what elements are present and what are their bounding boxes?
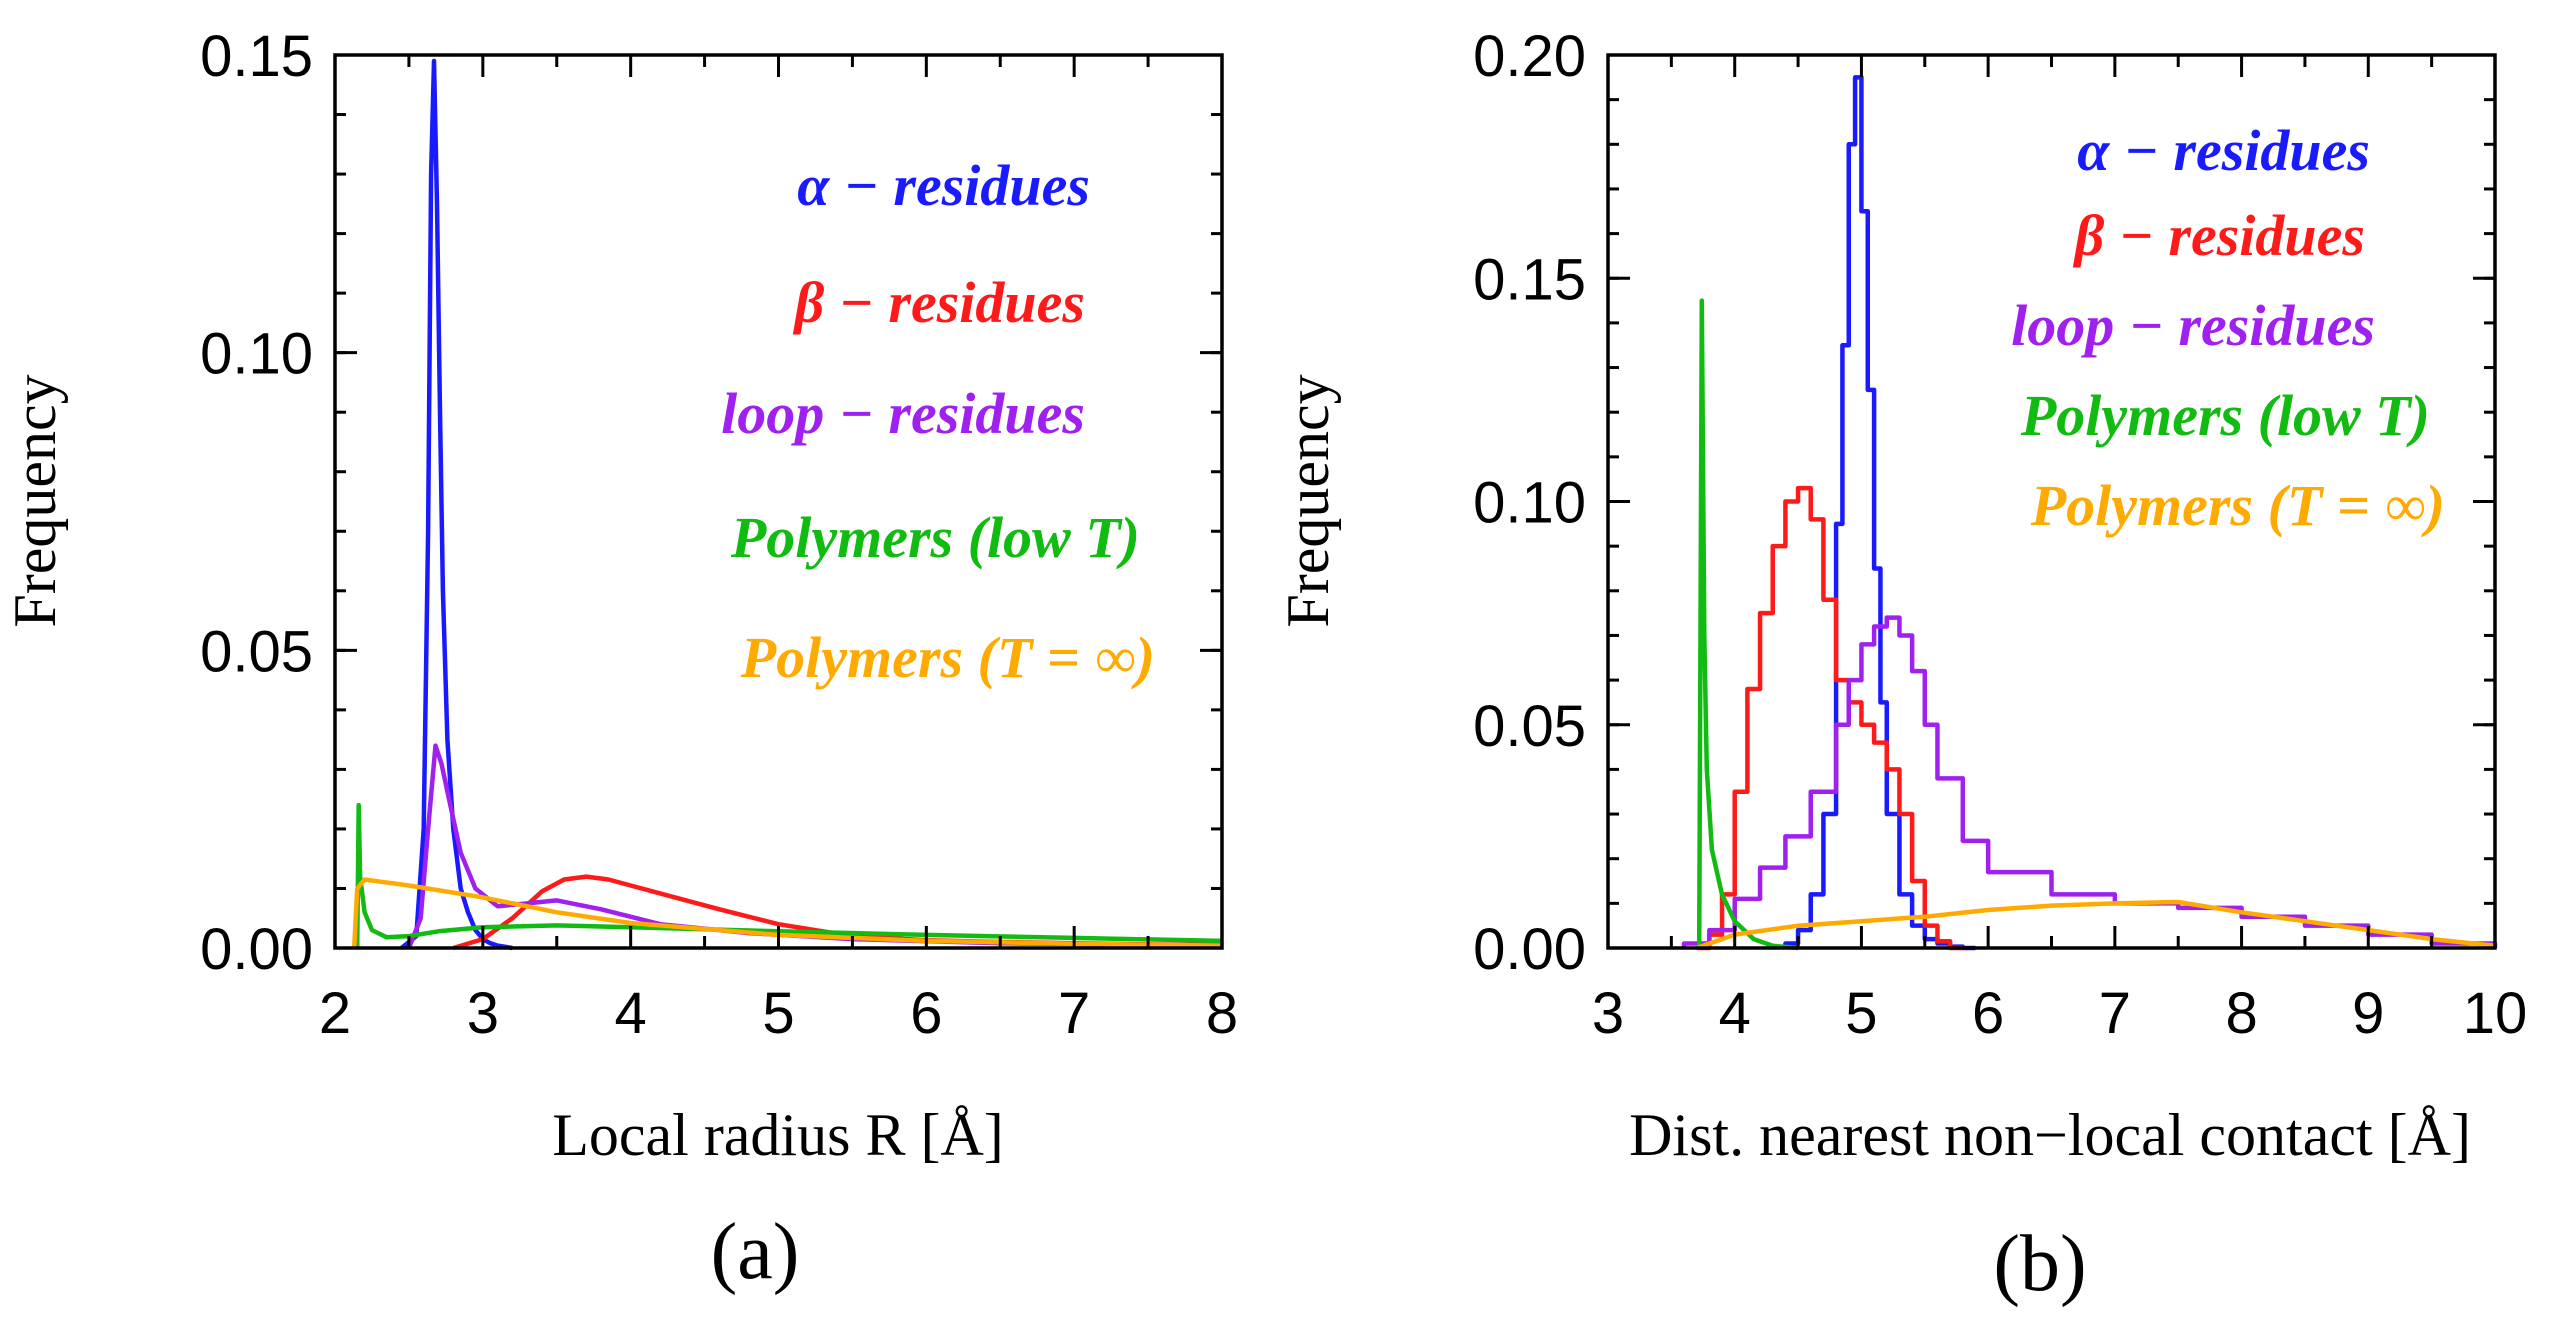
chart-b-xtick-label: 9 (2352, 981, 2384, 1046)
chart-b-xlabel: Dist. nearest non−local contact [Å] (1629, 1102, 2471, 1168)
chart-b-legend-beta: β − residues (2073, 203, 2365, 268)
chart-a-legend-loop: loop − residues (721, 381, 1085, 446)
chart-b-series-0 (1783, 75, 1976, 951)
chart-b-panel-label: (b) (1993, 1220, 2086, 1308)
chart-a-ytick-label: 0.00 (200, 917, 313, 982)
chart-a-series-2 (406, 743, 1223, 949)
chart-b-legend-alpha: α − residues (2077, 118, 2370, 183)
chart-b-legend: α − residues β − residues loop − residue… (2011, 118, 2445, 538)
chart-a-series-0 (400, 58, 513, 951)
chart-a-ylabel: Frequency (2, 374, 68, 627)
chart-a-ytick-label: 0.15 (200, 24, 313, 89)
chart-b-series-1 (1696, 485, 1963, 951)
chart-b-legend-loop: loop − residues (2011, 293, 2375, 358)
chart-b-ytick-label: 0.15 (1473, 247, 1586, 312)
chart-a-series-4 (351, 877, 1223, 949)
chart-a-xtick-label: 6 (910, 981, 942, 1046)
chart-a-panel-label: (a) (711, 1208, 800, 1296)
chart-b-ylabel: Frequency (1275, 374, 1341, 627)
chart-a-series-3 (354, 802, 1223, 949)
chart-a-legend-Tinf: Polymers (T = ∞) (740, 625, 1155, 690)
chart-b: 3 4 5 6 7 8 9 100.000.050.100.150.20 Frequency … (1275, 24, 2527, 1308)
chart-b-legend-lowT: Polymers (low T) (2020, 383, 2430, 448)
chart-b-legend-Tinf: Polymers (T = ∞) (2030, 473, 2445, 538)
chart-b-xtick-label: 3 (1592, 981, 1624, 1046)
chart-a-legend: α − residues β − residues loop − residue… (721, 153, 1155, 690)
chart-a-xtick-label: 8 (1206, 981, 1238, 1046)
chart-b-xtick-label: 4 (1719, 981, 1751, 1046)
chart-b-series-4 (1695, 899, 2496, 951)
chart-a-legend-alpha: α − residues (797, 153, 1090, 218)
chart-b-ytick-label: 0.20 (1473, 24, 1586, 89)
chart-a-ytick-label: 0.05 (200, 619, 313, 684)
chart-a-ytick-label: 0.10 (200, 322, 313, 387)
chart-a-xlabel: Local radius R [Å] (552, 1102, 1004, 1168)
chart-b-xtick-label: 6 (1972, 981, 2004, 1046)
chart-b-series-3 (1696, 298, 1799, 951)
chart-a-legend-beta: β − residues (793, 270, 1085, 335)
chart-a-xtick-label: 2 (319, 981, 351, 1046)
chart-a-xtick-label: 7 (1058, 981, 1090, 1046)
chart-a-legend-lowT: Polymers (low T) (730, 505, 1140, 570)
chart-b-xtick-label: 10 (2463, 981, 2528, 1046)
chart-b-xtick-label: 7 (2099, 981, 2131, 1046)
chart-b-ytick-label: 0.00 (1473, 917, 1586, 982)
chart-b-xtick-label: 5 (1845, 981, 1877, 1046)
chart-b-ytick-label: 0.10 (1473, 471, 1586, 536)
chart-b-xtick-label: 8 (2225, 981, 2257, 1046)
chart-a: 2 3 4 5 6 7 8 0.00 0.05 0.10 0.15 Frequency Local … (2, 24, 1238, 1296)
chart-a-xtick-label: 3 (467, 981, 499, 1046)
chart-a-xtick-label: 4 (615, 981, 647, 1046)
chart-b-ytick-label: 0.05 (1473, 694, 1586, 759)
chart-b-series-2 (1681, 615, 2498, 949)
chart-a-xtick-label: 5 (762, 981, 794, 1046)
